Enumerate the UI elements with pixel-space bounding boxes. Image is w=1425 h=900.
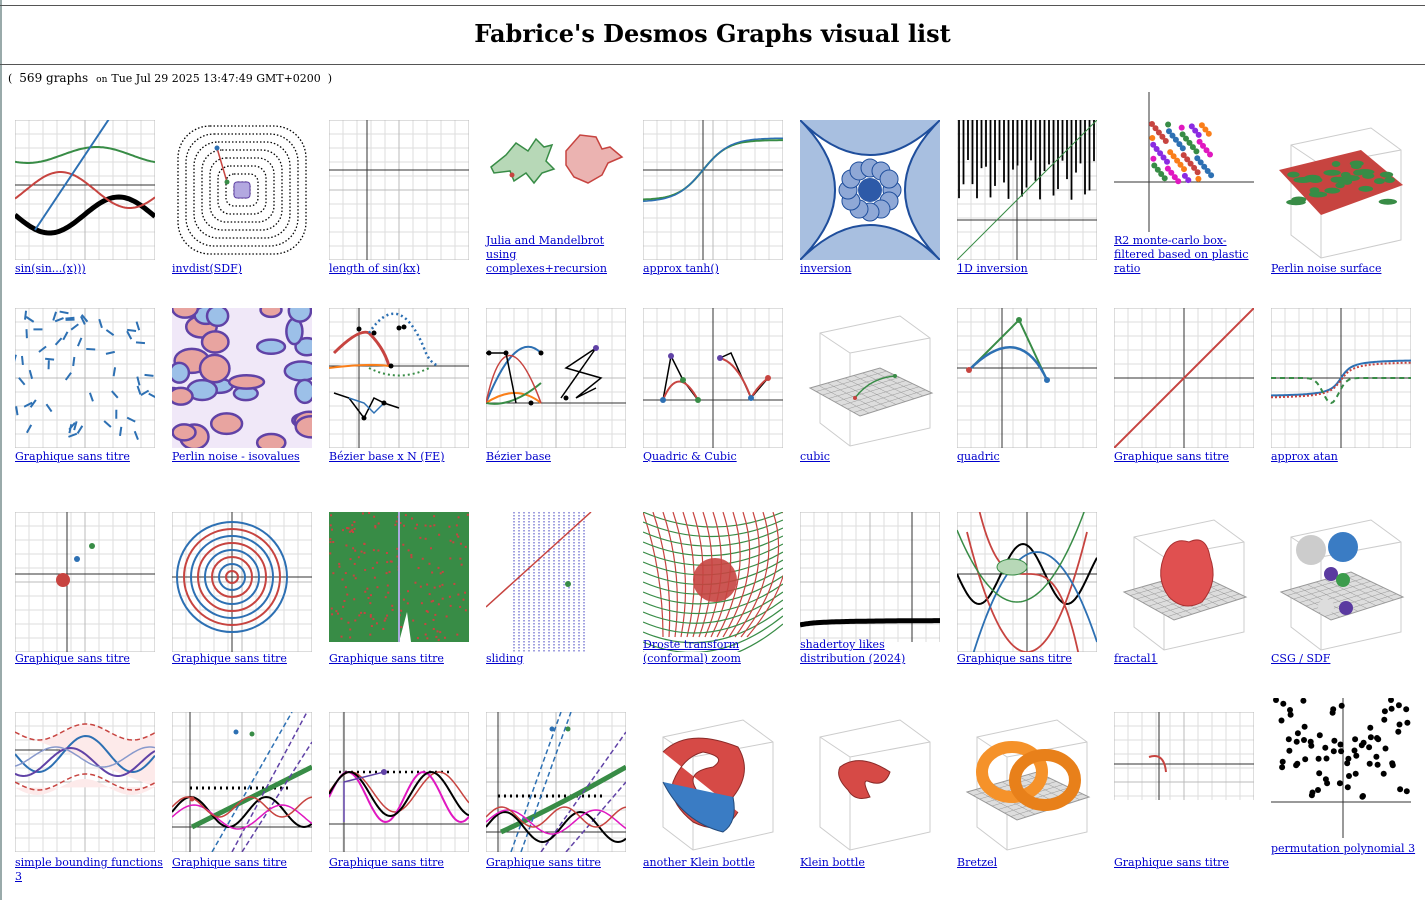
header-rule-top bbox=[0, 5, 1425, 6]
graph-link[interactable]: Graphique sans titre bbox=[957, 652, 1072, 665]
graph-link[interactable]: fractal1 bbox=[1114, 652, 1158, 665]
graph-link[interactable]: Graphique sans titre bbox=[15, 450, 130, 463]
sliding-lines-icon[interactable] bbox=[486, 512, 626, 652]
3d-klein-bottle-icon[interactable] bbox=[643, 712, 783, 852]
3d-klein-bottle-small-icon[interactable] bbox=[800, 712, 940, 852]
fitting-curves-icon[interactable] bbox=[172, 712, 312, 852]
graph-link[interactable]: Graphique sans titre bbox=[1114, 450, 1229, 463]
3d-fractal-icon[interactable] bbox=[1114, 512, 1254, 652]
atan-curve-icon[interactable] bbox=[1271, 308, 1411, 448]
bezier-control-polygons-icon[interactable] bbox=[643, 308, 783, 448]
graph-link[interactable]: Graphique sans titre bbox=[172, 856, 287, 869]
header-rule-bottom bbox=[0, 64, 1425, 65]
graph-link[interactable]: invdist(SDF) bbox=[172, 262, 243, 275]
on-label: on bbox=[96, 75, 108, 85]
graph-link[interactable]: Quadric & Cubic bbox=[643, 450, 737, 463]
diagonal-line-icon[interactable] bbox=[1114, 308, 1254, 448]
tanh-curve-icon[interactable] bbox=[643, 120, 783, 260]
graph-link[interactable]: another Klein bottle bbox=[643, 856, 755, 869]
droste-grid-icon[interactable] bbox=[643, 512, 783, 652]
fitting-curves-2-icon[interactable] bbox=[486, 712, 626, 852]
graph-link[interactable]: Droste transform (conformal) zoom bbox=[643, 638, 741, 665]
3d-cubic-icon[interactable] bbox=[800, 308, 940, 448]
graph-link[interactable]: Perlin noise surface bbox=[1271, 262, 1382, 275]
spiral-icon[interactable] bbox=[172, 512, 312, 652]
polynomial-curves-icon[interactable] bbox=[957, 512, 1097, 652]
rounded-square-contours-icon[interactable] bbox=[172, 120, 312, 260]
graph-link[interactable]: 1D inversion bbox=[957, 262, 1028, 275]
info-line: ( 569 graphs on Tue Jul 29 2025 13:47:49 G… bbox=[8, 71, 333, 85]
points-icon[interactable] bbox=[15, 512, 155, 652]
graph-link[interactable]: length of sin(kx) bbox=[329, 262, 421, 275]
graph-link[interactable]: Graphique sans titre bbox=[486, 856, 601, 869]
sine-iterations-icon[interactable] bbox=[15, 120, 155, 260]
graph-link[interactable]: Perlin noise - isovalues bbox=[172, 450, 300, 463]
graph-link[interactable]: Graphique sans titre bbox=[172, 652, 287, 665]
graph-link[interactable]: Julia and Mandelbrot using complexes+rec… bbox=[486, 234, 607, 275]
graph-link[interactable]: CSG / SDF bbox=[1271, 652, 1331, 665]
bounding-waves-icon[interactable] bbox=[15, 712, 155, 852]
random-segments-icon[interactable] bbox=[15, 308, 155, 448]
graph-link[interactable]: sliding bbox=[486, 652, 524, 665]
3d-bretzel-icon[interactable] bbox=[957, 712, 1097, 852]
graph-link[interactable]: Graphique sans titre bbox=[329, 652, 444, 665]
bezier-dotted-icon[interactable] bbox=[329, 308, 469, 448]
graph-link[interactable]: Klein bottle bbox=[800, 856, 865, 869]
fractal-sets-icon[interactable] bbox=[486, 125, 626, 195]
graph-link[interactable]: Bézier base bbox=[486, 450, 551, 463]
graph-link[interactable]: Bézier base x N (FE) bbox=[329, 450, 445, 463]
scatter-dots-icon[interactable] bbox=[1271, 698, 1411, 838]
circle-inversion-icon[interactable] bbox=[800, 120, 940, 260]
blank-grid-icon[interactable] bbox=[329, 120, 469, 260]
graph-count: 569 graphs bbox=[19, 71, 89, 85]
graph-link[interactable]: Graphique sans titre bbox=[1114, 856, 1229, 869]
vertical-lines-icon[interactable] bbox=[957, 120, 1097, 260]
graph-link[interactable]: approx tanh() bbox=[643, 262, 719, 275]
graph-link[interactable]: inversion bbox=[800, 262, 852, 275]
graph-link[interactable]: Bretzel bbox=[957, 856, 998, 869]
distribution-curve-icon[interactable] bbox=[800, 512, 940, 642]
left-edge bbox=[0, 0, 2, 900]
bezier-base-icon[interactable] bbox=[486, 308, 626, 448]
graph-link[interactable]: sin(sin...(x))) bbox=[15, 262, 86, 275]
graph-link[interactable]: quadric bbox=[957, 450, 1000, 463]
noise-isolines-icon[interactable] bbox=[172, 308, 312, 448]
generation-date: Tue Jul 29 2025 13:47:49 GMT+0200 bbox=[111, 72, 321, 85]
green-noise-icon[interactable] bbox=[329, 512, 469, 644]
graph-link[interactable]: R2 monte-carlo box-filtered based on pla… bbox=[1114, 234, 1249, 275]
graph-link[interactable]: cubic bbox=[800, 450, 830, 463]
graph-link[interactable]: approx atan bbox=[1271, 450, 1338, 463]
graph-link[interactable]: Graphique sans titre bbox=[15, 652, 130, 665]
quadric-curve-icon[interactable] bbox=[957, 308, 1097, 448]
3d-noise-surface-icon[interactable] bbox=[1271, 120, 1411, 260]
3d-spheres-icon[interactable] bbox=[1271, 512, 1411, 652]
small-curve-icon[interactable] bbox=[1114, 712, 1254, 800]
smooth-bumps-icon[interactable] bbox=[329, 712, 469, 852]
graph-link[interactable]: shadertoy likes distribution (2024) bbox=[800, 638, 906, 665]
graph-link[interactable]: Graphique sans titre bbox=[329, 856, 444, 869]
graph-link[interactable]: permutation polynomial 3 bbox=[1271, 842, 1416, 855]
page-title: Fabrice's Desmos Graphs visual list bbox=[474, 19, 951, 48]
colored-dots-icon[interactable] bbox=[1114, 92, 1254, 232]
graph-link[interactable]: simple bounding functions 3 bbox=[15, 856, 163, 883]
